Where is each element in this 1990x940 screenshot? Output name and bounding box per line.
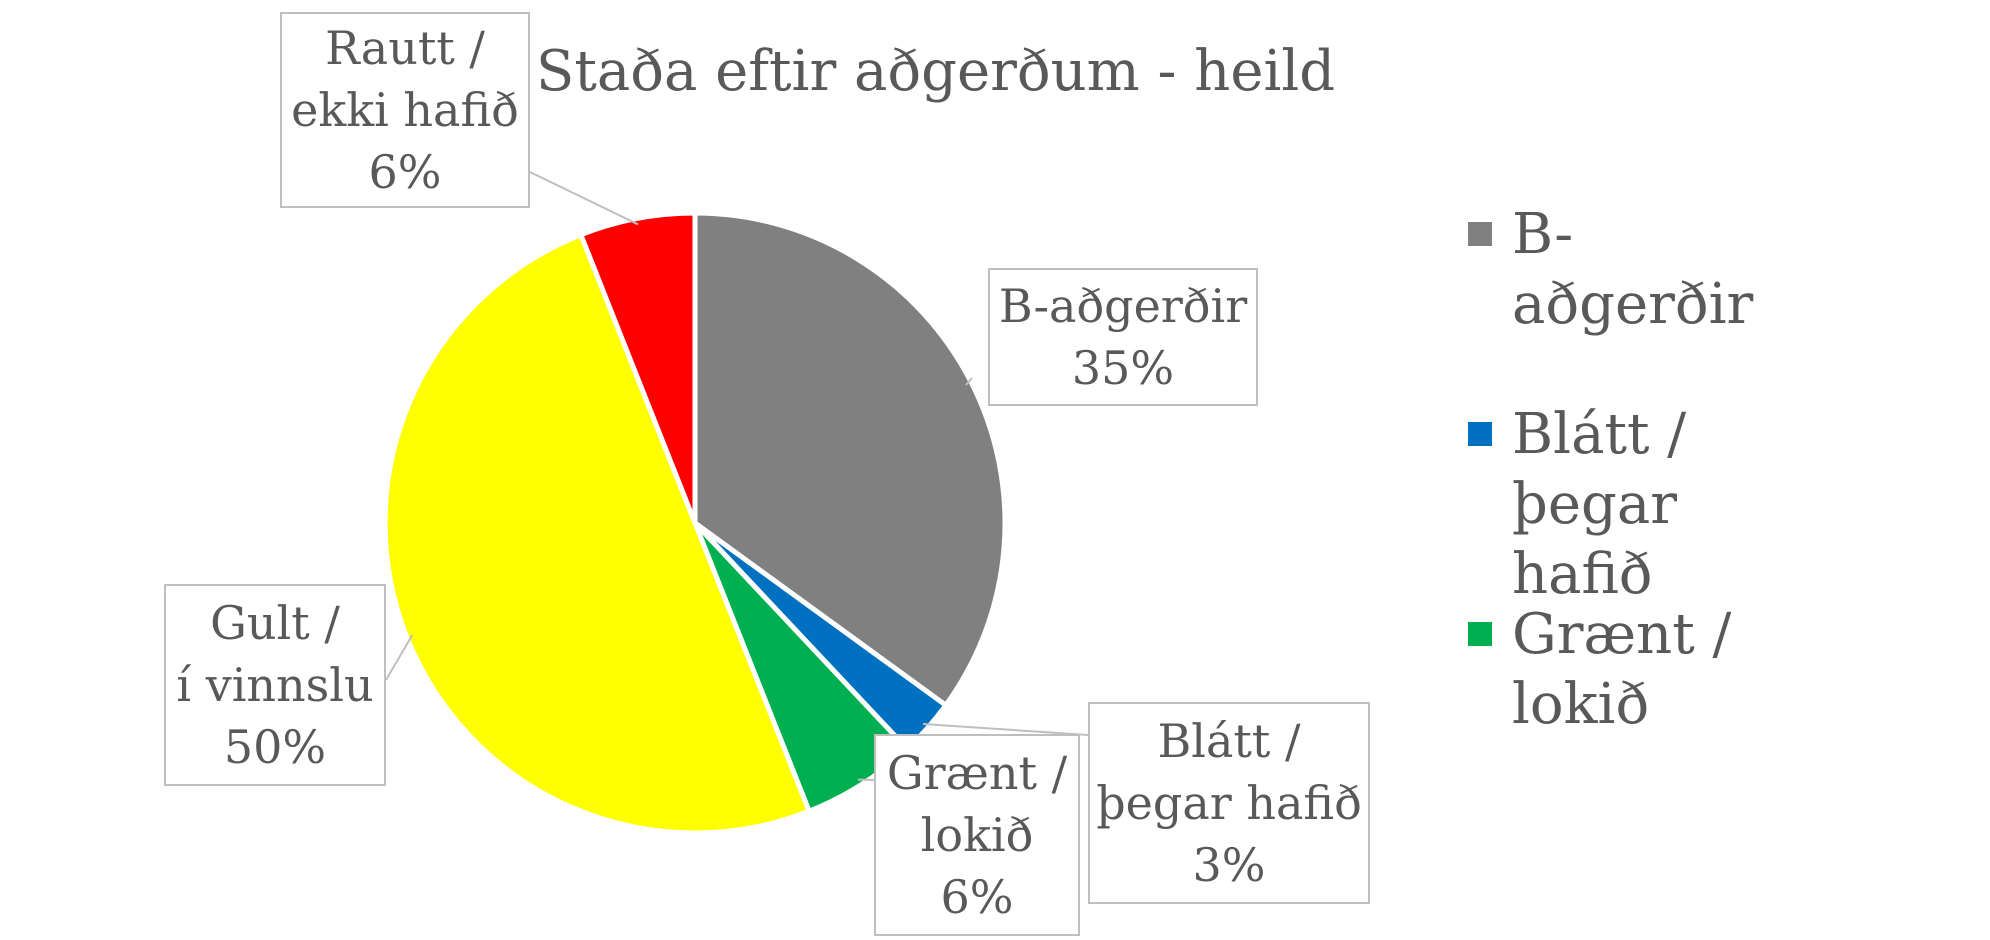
data-label-line: Rautt / bbox=[325, 21, 485, 75]
data-label-3: Gult / í vinnslu 50% bbox=[164, 584, 386, 786]
pie-slice-0 bbox=[692, 210, 1008, 708]
data-label-line: Gult / bbox=[210, 596, 340, 650]
data-label-line: í vinnslu bbox=[176, 658, 374, 712]
legend-label-line: þegar bbox=[1512, 472, 1677, 537]
legend-label-line: hafið bbox=[1512, 542, 1653, 607]
leader-line-3 bbox=[385, 634, 414, 681]
legend-item-b-adgerdir: B-aðgerðir bbox=[1468, 200, 1772, 340]
leader-line-0 bbox=[965, 377, 973, 386]
leader-line-4 bbox=[529, 171, 639, 226]
pie-slices bbox=[382, 210, 1008, 836]
legend-swatch-blue bbox=[1468, 422, 1492, 446]
pie-slice-4 bbox=[578, 210, 698, 526]
legend-swatch-gray bbox=[1468, 222, 1492, 246]
legend-label-line: lokið bbox=[1512, 672, 1650, 737]
legend-label: Grænt / lokið bbox=[1512, 600, 1772, 740]
legend-item-blatt: Blátt / þegar hafið bbox=[1468, 400, 1772, 610]
legend-label-line: B-aðgerðir bbox=[1512, 202, 1754, 337]
data-label-line: 35% bbox=[1071, 341, 1175, 395]
data-label-line: 6% bbox=[368, 145, 442, 199]
data-label-line: þegar hafið bbox=[1096, 776, 1362, 830]
data-label-line: 3% bbox=[1192, 838, 1266, 892]
data-label-line: lokið bbox=[920, 808, 1034, 862]
legend-label-line: Grænt / bbox=[1512, 602, 1732, 667]
legend-label-line: Blátt / bbox=[1512, 402, 1687, 467]
data-label-line: 6% bbox=[940, 870, 1014, 924]
legend-swatch-green bbox=[1468, 622, 1492, 646]
legend-label: Blátt / þegar hafið bbox=[1512, 400, 1772, 610]
data-label-4: Rautt / ekki hafið 6% bbox=[280, 12, 530, 208]
pie-slice-3 bbox=[382, 232, 812, 836]
data-label-line: ekki hafið bbox=[291, 83, 519, 137]
data-label-1: Blátt / þegar hafið 3% bbox=[1088, 702, 1370, 904]
data-label-line: B-aðgerðir bbox=[998, 279, 1248, 333]
leader-lines bbox=[385, 171, 1089, 781]
legend-item-graent: Grænt / lokið bbox=[1468, 600, 1772, 740]
leader-line-1 bbox=[922, 723, 1089, 736]
data-label-0: B-aðgerðir 35% bbox=[988, 268, 1258, 406]
data-label-line: 50% bbox=[223, 720, 327, 774]
data-label-line: Grænt / bbox=[886, 746, 1068, 800]
data-label-2: Grænt / lokið 6% bbox=[874, 734, 1080, 936]
legend-label: B-aðgerðir bbox=[1512, 200, 1772, 340]
legend: B-aðgerðir Blátt / þegar hafið Grænt / l… bbox=[1468, 200, 1968, 760]
data-label-line: Blátt / bbox=[1157, 714, 1301, 768]
chart-title: Staða eftir aðgerðum - heild bbox=[536, 39, 1336, 104]
